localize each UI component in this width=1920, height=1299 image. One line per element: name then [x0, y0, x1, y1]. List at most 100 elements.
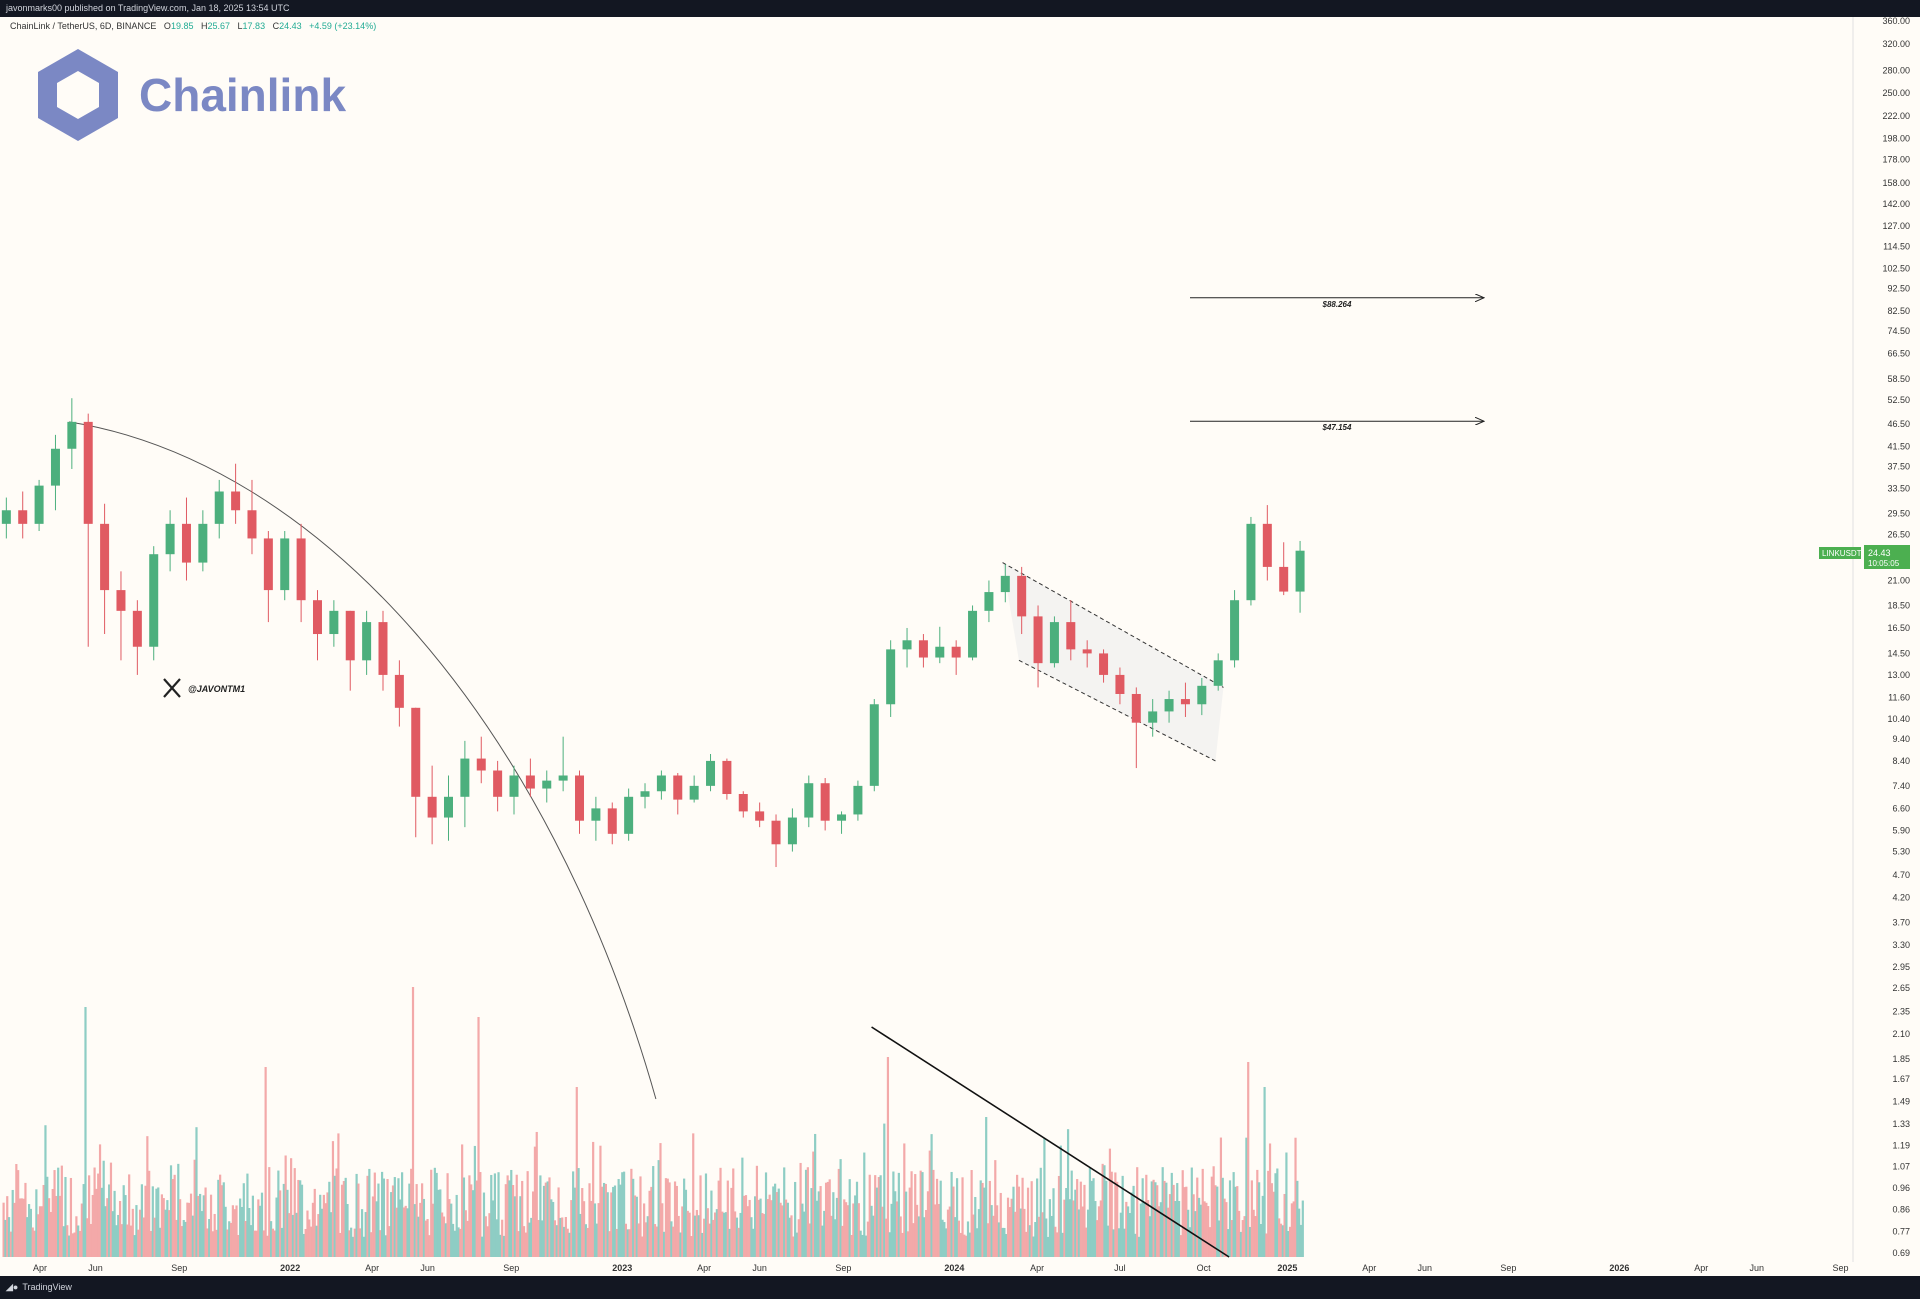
volume-bar: [568, 1232, 571, 1257]
time-axis[interactable]: Apr Jun Sep 2022 Apr Jun Sep 2023 Apr Jun Sep 2024 A…: [33, 1263, 1920, 1273]
volume-bar: [875, 1187, 879, 1257]
volume-bar: [961, 1177, 964, 1257]
volume-bar: [948, 1206, 951, 1257]
volume-bar: [308, 1219, 311, 1257]
volume-bar: [195, 1127, 198, 1257]
volume-bar: [1159, 1202, 1162, 1257]
time-tick-label: Sep: [1500, 1263, 1516, 1273]
volume-bar: [282, 1183, 285, 1257]
volume-bar: [668, 1182, 671, 1257]
volume-bars: [2, 987, 1304, 1257]
volume-bar: [149, 1230, 153, 1257]
volume-bar: [133, 1235, 136, 1257]
volume-bar: [670, 1221, 673, 1257]
volume-bar: [524, 1232, 527, 1257]
volume-bar: [750, 1217, 753, 1257]
volume-bar: [326, 1192, 329, 1257]
volume-bar: [113, 1190, 116, 1257]
volume-bar: [73, 1232, 76, 1257]
candle-body: [1180, 699, 1190, 705]
volume-bar: [184, 1221, 187, 1257]
svg-text:ChainLink / TetherUS, 6D, BINA: ChainLink / TetherUS, 6D, BINANCE O19.85…: [10, 21, 376, 31]
candle-body: [542, 780, 552, 789]
price-axis-panel[interactable]: [1853, 17, 1920, 1276]
volume-bar: [197, 1195, 200, 1257]
volume-bar: [1183, 1187, 1186, 1257]
volume-bar: [519, 1196, 522, 1257]
volume-bar: [996, 1205, 999, 1257]
volume-bar: [937, 1203, 940, 1257]
volume-bar: [391, 1185, 395, 1257]
volume-bar: [280, 1227, 284, 1257]
volume-bar: [75, 1216, 78, 1257]
volume-bar: [124, 1195, 127, 1257]
candle-body: [247, 510, 257, 539]
volume-bar: [219, 1174, 222, 1257]
volume-bar: [111, 1211, 114, 1257]
volume-bar: [18, 1198, 22, 1257]
price-tick-label: 4.70: [1892, 870, 1910, 880]
volume-bar: [353, 1228, 356, 1257]
volume-bar: [233, 1209, 236, 1257]
time-tick-label: Sep: [835, 1263, 851, 1273]
candle-body: [984, 592, 994, 611]
volume-bar: [157, 1187, 160, 1257]
volume-bar: [781, 1205, 784, 1257]
volume-bar: [686, 1210, 689, 1257]
volume-bar: [819, 1186, 822, 1257]
volume-bar: [1081, 1206, 1084, 1257]
candle-body: [394, 674, 404, 708]
volume-bar: [199, 1193, 202, 1257]
volume-bar: [1057, 1175, 1061, 1257]
volume-trendline: [871, 1026, 1230, 1258]
volume-bar: [1256, 1169, 1259, 1257]
volume-bar: [1114, 1172, 1117, 1257]
volume-bar: [1157, 1206, 1161, 1257]
chart-area[interactable]: ChainLink / TetherUS, 6D, BINANCE O19.85…: [0, 16, 1920, 1276]
volume-bar: [626, 1229, 629, 1257]
volume-bar: [633, 1195, 637, 1257]
volume-bar: [888, 1232, 891, 1257]
volume-bar: [179, 1199, 182, 1257]
volume-bar: [666, 1178, 669, 1257]
volume-bar: [166, 1200, 169, 1257]
time-tick-label: Sep: [171, 1263, 187, 1273]
volume-bar: [1268, 1143, 1272, 1257]
volume-bar: [1092, 1178, 1095, 1257]
volume-bar: [632, 1178, 635, 1257]
volume-bar: [380, 1171, 384, 1257]
volume-bar: [926, 1191, 930, 1257]
time-tick-label: 2026: [1609, 1263, 1629, 1273]
candle-body: [918, 640, 928, 658]
volume-bar: [663, 1231, 666, 1257]
volume-bar: [1110, 1171, 1113, 1257]
volume-bar: [879, 1175, 882, 1257]
price-tick-label: 2.95: [1892, 962, 1910, 972]
candle-body: [149, 554, 159, 647]
price-tick-label: 92.50: [1887, 284, 1910, 294]
time-tick-label: Jun: [752, 1263, 767, 1273]
volume-bar: [835, 1197, 839, 1257]
price-chart[interactable]: ChainLink / TetherUS, 6D, BINANCE O19.85…: [0, 16, 1920, 1276]
volume-bar: [692, 1133, 695, 1257]
volume-bar: [180, 1226, 184, 1257]
volume-bar: [704, 1173, 708, 1257]
channel-upper-line: [1002, 562, 1224, 688]
time-tick-label: Oct: [1197, 1263, 1212, 1273]
volume-bar: [1123, 1228, 1126, 1257]
volume-bar: [1298, 1208, 1301, 1257]
volume-bar: [513, 1196, 517, 1257]
volume-bar: [866, 1221, 870, 1257]
volume-bar: [1005, 1234, 1008, 1257]
volume-bar: [1141, 1178, 1144, 1257]
volume-bar: [586, 1227, 589, 1257]
volume-bar: [963, 1234, 966, 1257]
volume-bar: [9, 1231, 12, 1257]
volume-bar: [1070, 1170, 1073, 1257]
logo-text: Chainlink: [139, 69, 346, 121]
volume-bar: [555, 1225, 558, 1257]
price-axis: 360.00 320.00 280.00 250.00 222.00 198.00 178.…: [1882, 16, 1910, 1258]
volume-bar: [635, 1196, 638, 1257]
candle-body: [968, 610, 978, 658]
